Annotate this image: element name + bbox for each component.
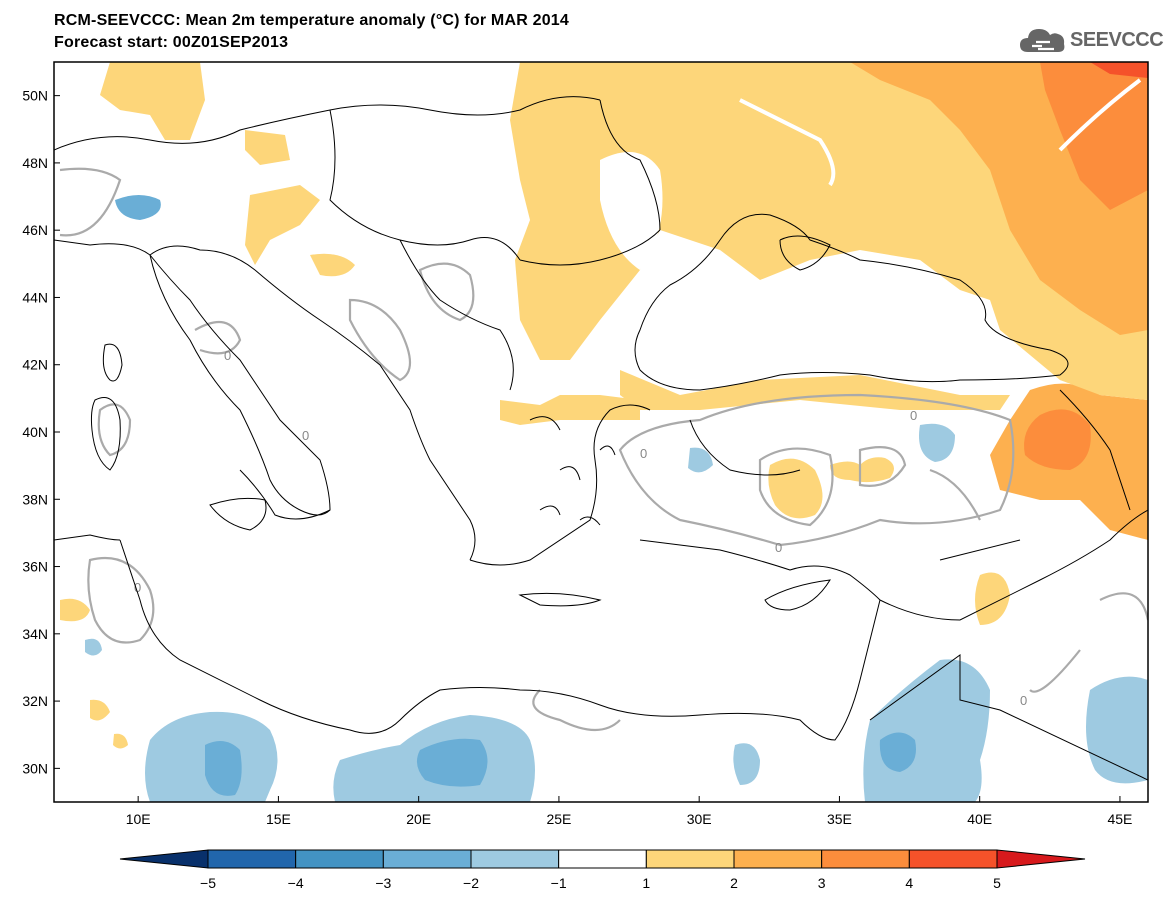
- colorbar-label: 1: [642, 875, 650, 891]
- lat-tick-label: 42N: [22, 357, 48, 373]
- contour-label: 0: [302, 428, 309, 443]
- colorbar-label: −3: [375, 875, 391, 891]
- contour-label: 0: [134, 580, 141, 595]
- warm-region-caucasus-core: [1024, 409, 1091, 470]
- colorbar-bin: [645, 849, 735, 869]
- lat-tick-label: 50N: [22, 88, 48, 104]
- cool-region-egypt-east: [733, 743, 760, 785]
- cloud-icon: [1020, 29, 1065, 52]
- warm-region-georgia: [1060, 360, 1148, 400]
- lon-tick-label: 10E: [126, 811, 151, 827]
- cool-region-arabia-core: [879, 732, 916, 772]
- logo-text: SEEVCCC: [1070, 29, 1164, 51]
- colorbar-label: 5: [993, 875, 1001, 891]
- colorbar-bin: [207, 849, 297, 869]
- warm-region-slovenia: [245, 185, 320, 265]
- colorbar-low-extend: [119, 849, 209, 869]
- colorbar-bin: [382, 849, 472, 869]
- warm-blob-anatolia-2: [830, 457, 894, 483]
- lat-tick-label: 34N: [22, 626, 48, 642]
- lon-tick-label: 30E: [687, 811, 712, 827]
- colorbar-label: −1: [551, 875, 567, 891]
- river-hint: [1058, 78, 1142, 152]
- warm-blob-syria: [975, 572, 1010, 625]
- contour-label: 0: [1020, 693, 1027, 708]
- colorbar-label: −5: [200, 875, 216, 891]
- longitude-axis: 10E 15E 20E 25E 30E 35E 40E 45E: [126, 796, 1132, 827]
- colorbar: −5 −4 −3 −2 −1 1 2 3 4 5: [119, 849, 1086, 891]
- lat-tick-label: 38N: [22, 491, 48, 507]
- colorbar-bin: [821, 849, 910, 869]
- colorbar-label: 2: [730, 875, 738, 891]
- warm-blob-libya-1: [60, 598, 90, 622]
- lon-tick-label: 45E: [1107, 811, 1132, 827]
- colorbar-label: 3: [818, 875, 826, 891]
- lon-tick-label: 20E: [406, 811, 431, 827]
- cool-region-iraq: [1086, 676, 1148, 784]
- warm-region-russia-peak: [1090, 62, 1148, 78]
- zero-contours: [59, 167, 1148, 731]
- colorbar-label: 4: [905, 875, 913, 891]
- colorbar-high-extend: [996, 849, 1086, 869]
- coastlines: [54, 96, 1148, 781]
- lon-tick-label: 15E: [266, 811, 291, 827]
- lat-tick-label: 36N: [22, 559, 48, 575]
- colorbar-bin: [295, 849, 384, 869]
- warm-region-germany: [100, 62, 205, 140]
- cool-blob-tunisia: [85, 638, 102, 656]
- cool-region-egypt-west-core: [416, 738, 488, 787]
- warm-blob-libya-2: [90, 699, 110, 721]
- forecast-start: Forecast start: 00Z01SEP2013: [54, 34, 289, 51]
- lat-tick-label: 30N: [22, 760, 48, 776]
- lat-tick-label: 48N: [22, 155, 48, 171]
- colorbar-label: −4: [288, 875, 304, 891]
- lat-tick-label: 32N: [22, 693, 48, 709]
- anomaly-field: 0 0 0 0 0 0 0: [54, 62, 1148, 802]
- contour-label: 0: [910, 408, 917, 423]
- lat-tick-label: 46N: [22, 222, 48, 238]
- colorbar-bin: [908, 849, 998, 869]
- warm-blob-libya-3: [113, 733, 128, 749]
- river-hint: [739, 98, 836, 187]
- cool-blob-anatolia-2: [688, 447, 713, 473]
- colorbar-bin: [470, 849, 560, 869]
- warm-blob-anatolia-1: [768, 458, 823, 519]
- warm-region-russia-core: [1040, 62, 1148, 210]
- cool-blob-anatolia: [919, 423, 955, 462]
- lat-tick-label: 44N: [22, 289, 48, 305]
- lon-tick-label: 40E: [967, 811, 992, 827]
- warm-region-austria: [245, 130, 290, 165]
- cool-blob-alps: [115, 195, 161, 220]
- lat-tick-label: 40N: [22, 424, 48, 440]
- contour-label: 0: [775, 540, 782, 555]
- seevccc-logo: SEEVCCC: [1018, 22, 1164, 56]
- cool-region-libya-core: [205, 741, 242, 796]
- map-title: RCM-SEEVCCC: Mean 2m temperature anomaly…: [54, 12, 569, 29]
- colorbar-bin: [558, 849, 647, 869]
- contour-label: 0: [640, 446, 647, 461]
- colorbar-bin: [733, 849, 823, 869]
- lon-tick-label: 25E: [546, 811, 571, 827]
- warm-region-croatia: [310, 253, 355, 277]
- lon-tick-label: 35E: [827, 811, 852, 827]
- contour-label: 0: [224, 348, 231, 363]
- latitude-axis: 50N 48N 46N 44N 42N 40N 38N 36N 34N 32N 30N: [22, 88, 60, 776]
- colorbar-label: −2: [463, 875, 479, 891]
